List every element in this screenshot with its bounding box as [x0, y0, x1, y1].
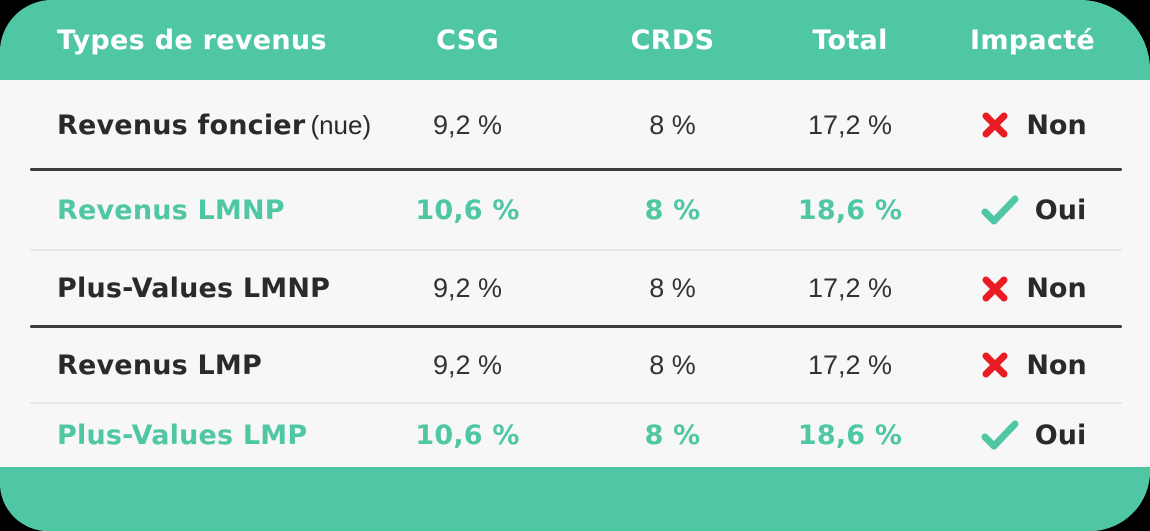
footer-band: [0, 467, 1150, 531]
impacted-cell: Oui: [915, 193, 1150, 227]
section-divider: [30, 168, 1122, 171]
impacted-label: Non: [1026, 349, 1087, 381]
table-header-row: Types de revenus CSG CRDS Total Impacté: [0, 0, 1150, 80]
row-divider: [30, 249, 1122, 251]
row-label-cell: Revenus LMP: [0, 350, 375, 381]
row-divider: [30, 402, 1122, 404]
total-value: 17,2 %: [807, 273, 893, 303]
impacted-cell: Non: [915, 108, 1150, 142]
csg-value: 10,6 %: [415, 419, 520, 451]
csg-value: 9,2 %: [432, 273, 503, 303]
check-icon: [981, 195, 1019, 225]
row-label: Revenus LMP: [57, 349, 262, 381]
crds-value: 8 %: [644, 194, 701, 226]
column-header-csg: CSG: [436, 24, 499, 56]
csg-value: 9,2 %: [432, 109, 503, 140]
table-row-plus-values-lmnp: Plus-Values LMNP 9,2 % 8 % 17,2 % Non: [0, 250, 1150, 328]
row-label: Plus-Values LMP: [57, 419, 308, 451]
row-label-cell: Revenus foncier (nue): [0, 110, 375, 141]
row-label-cell: Revenus LMNP: [0, 195, 375, 226]
column-header-impacte: Impacté: [969, 24, 1096, 56]
row-label: Revenus LMNP: [57, 194, 285, 226]
column-header-total: Total: [812, 24, 888, 56]
total-value: 18,6 %: [797, 419, 903, 451]
crds-value: 8 %: [644, 419, 701, 451]
total-value: 18,6 %: [797, 194, 903, 226]
total-value: 17,2 %: [807, 109, 893, 140]
crds-value: 8 %: [649, 109, 696, 140]
csg-value: 10,6 %: [415, 194, 520, 226]
crds-value: 8 %: [649, 349, 696, 380]
row-label-suffix: (nue): [310, 109, 372, 140]
row-label-cell: Plus-Values LMP: [0, 420, 375, 451]
impacted-cell: Non: [915, 272, 1150, 306]
row-label-cell: Plus-Values LMNP: [0, 273, 375, 304]
table-row-revenus-foncier: Revenus foncier (nue) 9,2 % 8 % 17,2 % N…: [0, 80, 1150, 171]
crds-value: 8 %: [649, 273, 696, 303]
impacted-label: Oui: [1034, 194, 1087, 226]
cross-icon: [982, 352, 1008, 378]
impacted-cell: Non: [915, 348, 1150, 382]
column-header-types-de-revenus: Types de revenus: [57, 24, 327, 56]
row-label: Plus-Values LMNP: [57, 273, 331, 304]
impacted-cell: Oui: [915, 418, 1150, 452]
impacted-label: Non: [1026, 273, 1087, 304]
section-divider: [30, 325, 1122, 328]
column-header-crds: CRDS: [630, 24, 715, 56]
table-row-plus-values-lmp: Plus-Values LMP 10,6 % 8 % 18,6 % Oui: [0, 403, 1150, 467]
check-icon: [981, 420, 1019, 450]
table-row-revenus-lmp: Revenus LMP 9,2 % 8 % 17,2 % Non: [0, 327, 1150, 404]
impacted-label: Oui: [1034, 419, 1087, 451]
table-row-revenus-lmnp: Revenus LMNP 10,6 % 8 % 18,6 % Oui: [0, 170, 1150, 251]
cross-icon: [982, 112, 1008, 138]
row-label: Revenus foncier: [57, 109, 306, 141]
csg-value: 9,2 %: [432, 349, 503, 380]
cross-icon: [982, 276, 1008, 301]
table-body: Revenus foncier (nue) 9,2 % 8 % 17,2 % N…: [0, 80, 1150, 467]
total-value: 17,2 %: [807, 349, 893, 380]
impacted-label: Non: [1026, 109, 1087, 141]
